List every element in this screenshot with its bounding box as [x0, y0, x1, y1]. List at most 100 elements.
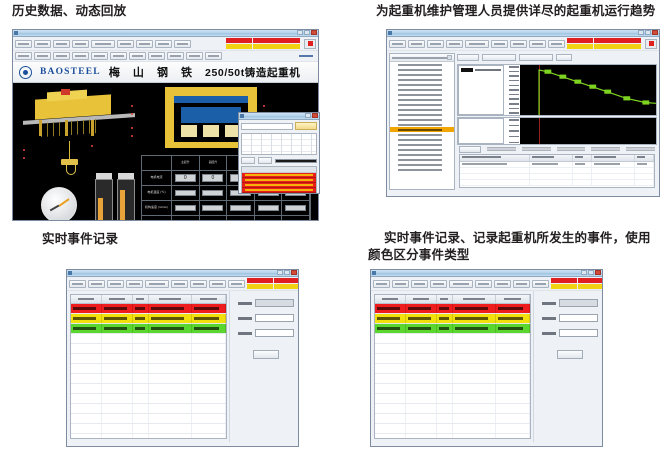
- window-controls[interactable]: [297, 30, 317, 35]
- toolbar-button[interactable]: [34, 52, 51, 60]
- table-row[interactable]: [71, 394, 226, 404]
- toolbar-button[interactable]: [88, 279, 105, 288]
- table-row-warning[interactable]: [71, 314, 226, 324]
- table-row[interactable]: [71, 414, 226, 424]
- close-icon[interactable]: [312, 113, 318, 118]
- filter-type[interactable]: [542, 314, 598, 322]
- hmi-canvas[interactable]: 主起升 副起升 大车 小车 总览 电机电流 0 0 0 0 0 电机温度 (℃)…: [13, 83, 318, 220]
- playback-progress-slider[interactable]: [275, 158, 317, 163]
- table-row[interactable]: [71, 354, 226, 364]
- query-button[interactable]: [457, 54, 479, 61]
- alarm-lamp-red[interactable]: [645, 38, 657, 49]
- toolbar-button[interactable]: [532, 279, 549, 288]
- minimize-icon[interactable]: [277, 270, 283, 275]
- table-row[interactable]: [460, 180, 654, 186]
- trend-toolbar[interactable]: [457, 53, 657, 62]
- toolbar-button[interactable]: [373, 279, 390, 288]
- toolbar-button[interactable]: [53, 39, 70, 48]
- toolbar-row-2[interactable]: [13, 51, 318, 62]
- query-button[interactable]: [253, 350, 279, 359]
- maximize-icon[interactable]: [645, 30, 651, 35]
- toolbar-button[interactable]: [190, 279, 207, 288]
- start-playback-button[interactable]: [295, 122, 317, 130]
- tree-node[interactable]: [390, 117, 454, 122]
- table-row-warning[interactable]: [375, 314, 530, 324]
- toolbar[interactable]: [387, 37, 659, 51]
- toolbar-link[interactable]: [296, 52, 316, 60]
- minimize-icon[interactable]: [638, 30, 644, 35]
- tree-node[interactable]: [390, 97, 454, 102]
- table-row[interactable]: [71, 404, 226, 414]
- start-time-input[interactable]: [482, 54, 516, 61]
- toolbar-button[interactable]: [15, 52, 32, 60]
- window-event-log-2[interactable]: [370, 269, 603, 447]
- toolbar-button[interactable]: [494, 279, 511, 288]
- toolbar-button[interactable]: [205, 52, 222, 60]
- event-table[interactable]: [374, 294, 531, 439]
- tree-node[interactable]: [390, 107, 454, 112]
- point-tree[interactable]: [389, 53, 455, 190]
- playback-dialog[interactable]: [238, 112, 320, 194]
- filter-device-input[interactable]: [559, 329, 598, 337]
- minimize-icon[interactable]: [305, 113, 311, 118]
- toolbar-button[interactable]: [430, 279, 447, 288]
- window-controls[interactable]: [581, 270, 601, 275]
- maximize-icon[interactable]: [284, 270, 290, 275]
- export-button[interactable]: [459, 145, 481, 153]
- filter-panel[interactable]: [234, 291, 298, 442]
- refresh-button[interactable]: [556, 54, 572, 61]
- toolbar-button[interactable]: [117, 39, 134, 48]
- table-row[interactable]: [71, 344, 226, 354]
- filter-panel[interactable]: [538, 291, 602, 442]
- table-row[interactable]: [375, 414, 530, 424]
- table-row-normal[interactable]: [71, 324, 226, 334]
- toolbar-button[interactable]: [15, 39, 32, 48]
- tree-node[interactable]: [390, 92, 454, 97]
- tree-node[interactable]: [390, 87, 454, 92]
- close-icon[interactable]: [595, 270, 601, 275]
- window-controls[interactable]: [638, 30, 658, 35]
- table-row[interactable]: [460, 162, 654, 168]
- time-range-input[interactable]: [241, 122, 293, 130]
- toolbar-button[interactable]: [136, 39, 153, 48]
- tree-node[interactable]: [390, 102, 454, 107]
- toolbar-button[interactable]: [475, 279, 492, 288]
- toolbar-button[interactable]: [510, 39, 527, 48]
- toolbar-button[interactable]: [228, 279, 245, 288]
- filter-type-input[interactable]: [255, 314, 294, 322]
- tree-node[interactable]: [390, 67, 454, 72]
- table-row[interactable]: [71, 434, 226, 438]
- toolbar-button[interactable]: [186, 52, 203, 60]
- table-row-critical[interactable]: [375, 304, 530, 314]
- table-row[interactable]: [375, 424, 530, 434]
- tree-node[interactable]: [390, 142, 454, 147]
- toolbar-button[interactable]: [148, 52, 165, 60]
- event-table[interactable]: [70, 294, 227, 439]
- table-row[interactable]: [375, 384, 530, 394]
- table-row[interactable]: [375, 434, 530, 438]
- tree-node[interactable]: [390, 152, 454, 157]
- toolbar-button[interactable]: [91, 52, 108, 60]
- table-row[interactable]: [460, 174, 654, 180]
- toolbar-button[interactable]: [529, 39, 546, 48]
- play-button[interactable]: [241, 157, 255, 164]
- close-icon[interactable]: [291, 270, 297, 275]
- toolbar-button[interactable]: [427, 39, 444, 48]
- toolbar-button[interactable]: [446, 39, 463, 48]
- vertical-scrollbar[interactable]: [533, 291, 538, 442]
- alarm-list-row[interactable]: [242, 193, 316, 194]
- toolbar-button[interactable]: [465, 39, 489, 48]
- tree-node[interactable]: [390, 157, 454, 162]
- toolbar-button[interactable]: [129, 52, 146, 60]
- toolbar-button[interactable]: [34, 39, 51, 48]
- playback-controls[interactable]: [239, 156, 319, 165]
- close-icon[interactable]: [311, 30, 317, 35]
- dialog-toolbar[interactable]: [239, 120, 319, 132]
- toolbar-button[interactable]: [126, 279, 143, 288]
- filter-device[interactable]: [238, 329, 294, 337]
- window-event-log-1[interactable]: [66, 269, 299, 447]
- tree-node[interactable]: [390, 147, 454, 152]
- table-row[interactable]: [375, 354, 530, 364]
- tree-node[interactable]: [390, 82, 454, 87]
- tree-node[interactable]: [390, 137, 454, 142]
